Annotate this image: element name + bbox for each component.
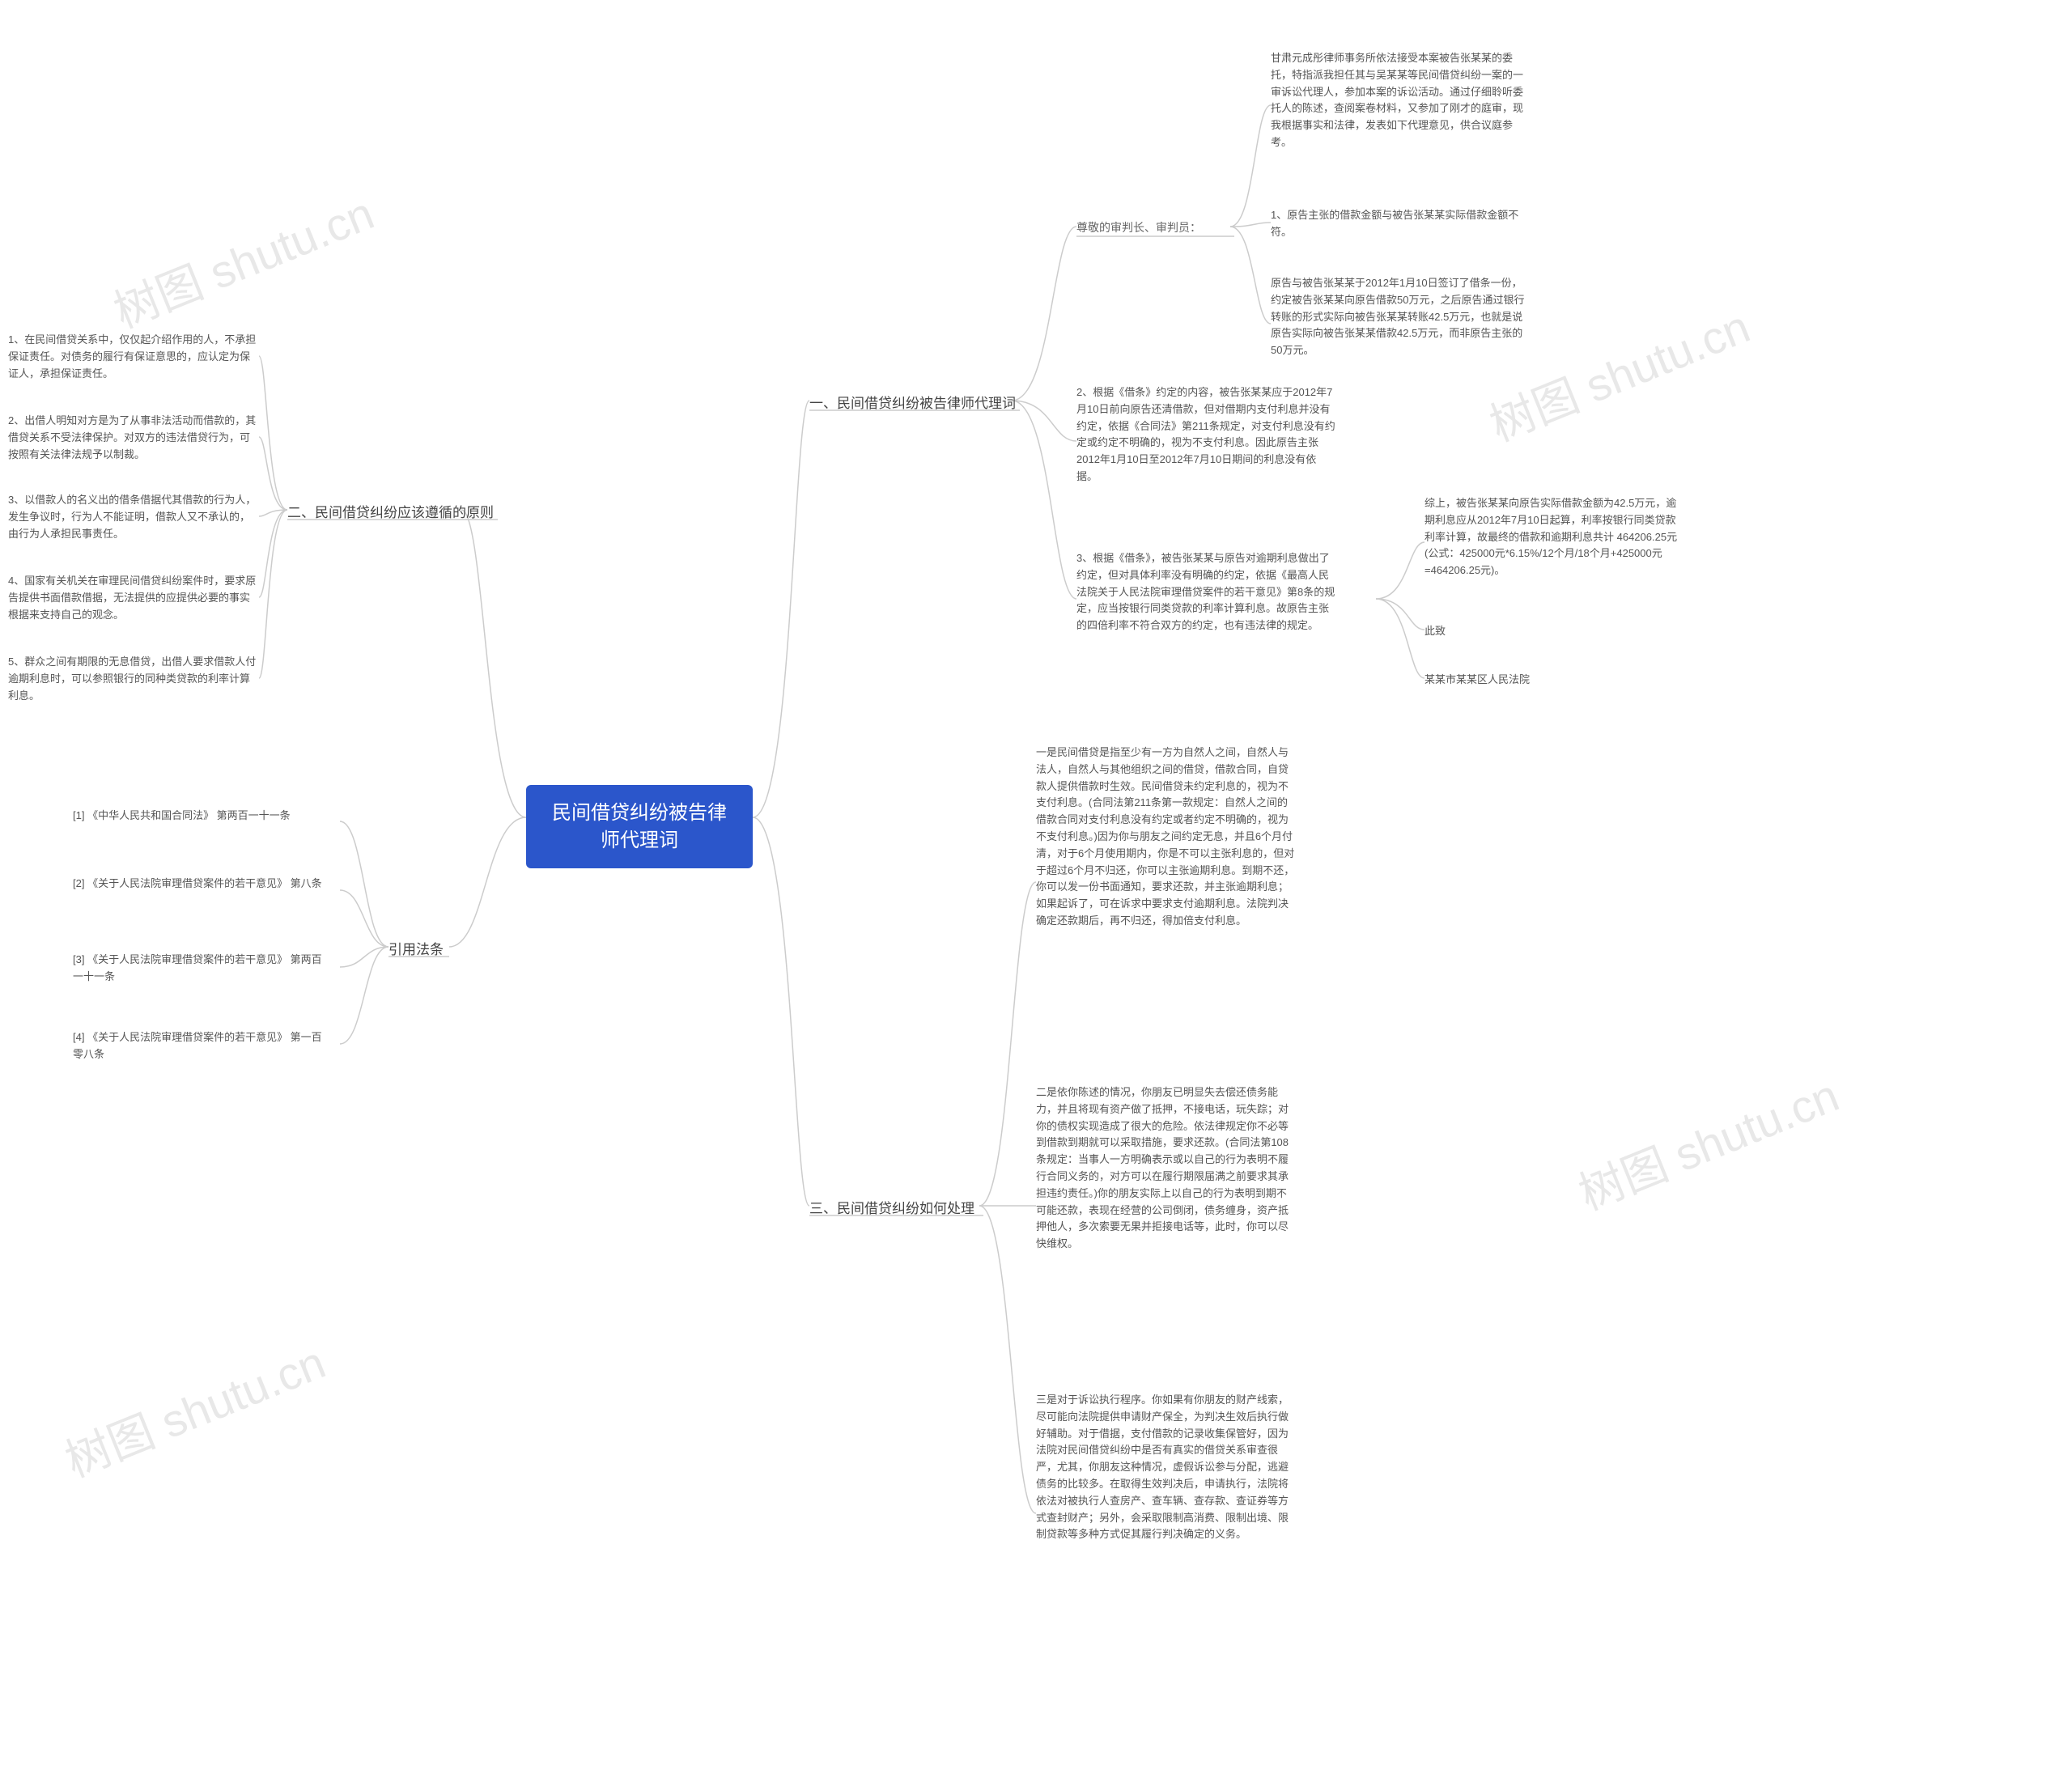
leaf-judge-3: 原告与被告张某某于2012年1月10日签订了借条一份，约定被告张某某向原告借款5…: [1271, 275, 1530, 359]
branch-handling[interactable]: 三、民间借贷纠纷如何处理: [809, 1198, 974, 1220]
watermark: 树图 shutu.cn: [103, 177, 382, 341]
leaf-principle-3: 3、以借款人的名义出的借条借据代其借款的行为人，发生争议时，行为人不能证明，借款…: [8, 492, 259, 542]
leaf-principle-4: 4、国家有关机关在审理民间借贷纠纷案件时，要求原告提供书面借款借据，无法提供的应…: [8, 573, 259, 623]
watermark: 树图 shutu.cn: [1568, 1059, 1847, 1223]
sub-judges[interactable]: 尊敬的审判长、审判员：: [1076, 218, 1201, 236]
leaf-legal-4: [4] 《关于人民法院审理借贷案件的若干意见》 第一百零八条: [73, 1029, 332, 1063]
leaf-legal-1: [1] 《中华人民共和国合同法》 第两百一十一条: [73, 808, 332, 825]
leaf-handling-2: 二是依你陈述的情况，你朋友已明显失去偿还债务能力，并且将现有资产做了抵押，不接电…: [1036, 1084, 1295, 1253]
branch-principles[interactable]: 二、民间借贷纠纷应该遵循的原则: [287, 502, 494, 524]
branch-lawyer-statement[interactable]: 一、民间借贷纠纷被告律师代理词: [809, 392, 1016, 414]
leaf-clause-2: 2、根据《借条》约定的内容，被告张某某应于2012年7月10日前向原告还清借款，…: [1076, 384, 1335, 486]
leaf-principle-1: 1、在民间借贷关系中，仅仅起介绍作用的人，不承担保证责任。对债务的履行有保证意思…: [8, 332, 259, 382]
mindmap-center[interactable]: 民间借贷纠纷被告律师代理词: [526, 785, 753, 868]
leaf-judge-2: 1、原告主张的借款金额与被告张某某实际借款金额不符。: [1271, 207, 1530, 241]
leaf-court: 某某市某某区人民法院: [1424, 672, 1635, 689]
sub-clause-3[interactable]: 3、根据《借条》，被告张某某与原告对逾期利息做出了约定，但对具体利率没有明确的约…: [1076, 550, 1335, 634]
leaf-closing: 此致: [1424, 623, 1586, 640]
leaf-summary: 综上，被告张某某向原告实际借款金额为42.5万元，逾期利息应从2012年7月10…: [1424, 495, 1684, 579]
leaf-principle-2: 2、出借人明知对方是为了从事非法活动而借款的，其借贷关系不受法律保护。对双方的违…: [8, 413, 259, 463]
leaf-handling-1: 一是民间借贷是指至少有一方为自然人之间，自然人与法人，自然人与其他组织之间的借贷…: [1036, 745, 1295, 930]
leaf-handling-3: 三是对于诉讼执行程序。你如果有你朋友的财产线索，尽可能向法院提供申请财产保全，为…: [1036, 1392, 1295, 1543]
watermark: 树图 shutu.cn: [54, 1326, 333, 1490]
leaf-principle-5: 5、群众之间有期限的无息借贷，出借人要求借款人付逾期利息时，可以参照银行的同种类…: [8, 654, 259, 704]
leaf-judge-1: 甘肃元成彤律师事务所依法接受本案被告张某某的委托，特指派我担任其与吴某某等民间借…: [1271, 50, 1530, 151]
leaf-legal-3: [3] 《关于人民法院审理借贷案件的若干意见》 第两百一十一条: [73, 952, 332, 986]
branch-legal-refs[interactable]: 引用法条: [388, 939, 444, 961]
leaf-legal-2: [2] 《关于人民法院审理借贷案件的若干意见》 第八条: [73, 876, 332, 893]
